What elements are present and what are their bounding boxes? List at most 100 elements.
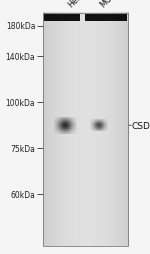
- Bar: [61, 130, 62, 131]
- Bar: [69, 133, 70, 134]
- Bar: [66, 120, 67, 121]
- Bar: [70, 117, 71, 118]
- Bar: [96, 121, 97, 122]
- Bar: [72, 132, 73, 133]
- Bar: [101, 121, 102, 122]
- Bar: [95, 125, 96, 126]
- Text: 180kDa: 180kDa: [6, 22, 35, 31]
- Bar: [74, 133, 75, 134]
- Bar: [74, 124, 75, 125]
- Bar: [65, 124, 66, 125]
- Bar: [66, 124, 67, 125]
- Bar: [74, 117, 75, 118]
- Bar: [70, 119, 71, 120]
- Bar: [73, 133, 74, 134]
- Bar: [66, 118, 67, 119]
- Bar: [94, 131, 95, 132]
- Bar: [54, 124, 55, 125]
- Bar: [106, 125, 107, 126]
- Bar: [70, 132, 71, 133]
- Bar: [93, 123, 94, 124]
- Bar: [91, 130, 92, 131]
- Bar: [76, 119, 77, 120]
- Bar: [75, 132, 76, 133]
- Bar: [68, 124, 69, 125]
- Bar: [94, 127, 95, 128]
- Bar: [94, 124, 95, 125]
- Bar: [91, 121, 92, 122]
- Bar: [104, 131, 105, 132]
- Bar: [66, 123, 67, 124]
- Bar: [98, 129, 99, 130]
- Bar: [60, 132, 61, 133]
- Bar: [72, 118, 73, 119]
- Bar: [66, 121, 67, 122]
- Bar: [101, 124, 102, 125]
- Bar: [95, 126, 96, 127]
- Bar: [93, 126, 94, 127]
- Bar: [90, 122, 91, 123]
- Bar: [73, 124, 74, 125]
- Bar: [106, 122, 107, 123]
- Bar: [60, 130, 61, 131]
- Bar: [99, 121, 100, 122]
- Bar: [60, 120, 61, 121]
- Bar: [105, 123, 106, 124]
- Bar: [96, 131, 97, 132]
- Bar: [69, 132, 70, 133]
- Bar: [62, 124, 63, 125]
- Bar: [54, 121, 55, 122]
- Bar: [64, 121, 65, 122]
- Bar: [68, 122, 69, 123]
- Bar: [54, 132, 55, 133]
- Bar: [75, 125, 76, 126]
- Bar: [69, 118, 70, 119]
- Bar: [96, 125, 97, 126]
- Bar: [98, 120, 99, 121]
- Bar: [106, 129, 107, 130]
- Bar: [98, 122, 99, 123]
- Bar: [54, 125, 55, 126]
- Bar: [72, 126, 73, 127]
- Bar: [67, 125, 68, 126]
- Bar: [57, 120, 58, 121]
- Bar: [67, 130, 68, 131]
- Bar: [74, 120, 75, 121]
- Bar: [58, 128, 59, 129]
- Bar: [92, 128, 93, 129]
- Bar: [54, 131, 55, 132]
- Bar: [62, 119, 63, 120]
- Bar: [59, 124, 60, 125]
- Bar: [95, 129, 96, 130]
- Bar: [95, 128, 96, 129]
- Bar: [71, 132, 72, 133]
- Bar: [65, 117, 66, 118]
- Bar: [90, 124, 91, 125]
- Bar: [54, 130, 55, 131]
- Bar: [61, 121, 62, 122]
- Bar: [69, 126, 70, 127]
- Bar: [59, 122, 60, 123]
- Bar: [91, 125, 92, 126]
- Bar: [94, 130, 95, 131]
- Bar: [72, 129, 73, 130]
- Bar: [64, 130, 65, 131]
- Bar: [64, 118, 65, 119]
- Bar: [65, 130, 66, 131]
- Bar: [76, 122, 77, 123]
- Bar: [61, 129, 62, 130]
- Bar: [93, 129, 94, 130]
- Bar: [103, 128, 104, 129]
- Bar: [97, 121, 98, 122]
- Bar: [90, 131, 91, 132]
- Bar: [56, 121, 57, 122]
- Bar: [72, 130, 73, 131]
- Bar: [68, 125, 69, 126]
- Bar: [64, 120, 65, 121]
- Bar: [104, 130, 105, 131]
- Bar: [61, 118, 62, 119]
- Bar: [60, 131, 61, 132]
- Text: 60kDa: 60kDa: [10, 190, 35, 199]
- Bar: [94, 122, 95, 123]
- Bar: [70, 129, 71, 130]
